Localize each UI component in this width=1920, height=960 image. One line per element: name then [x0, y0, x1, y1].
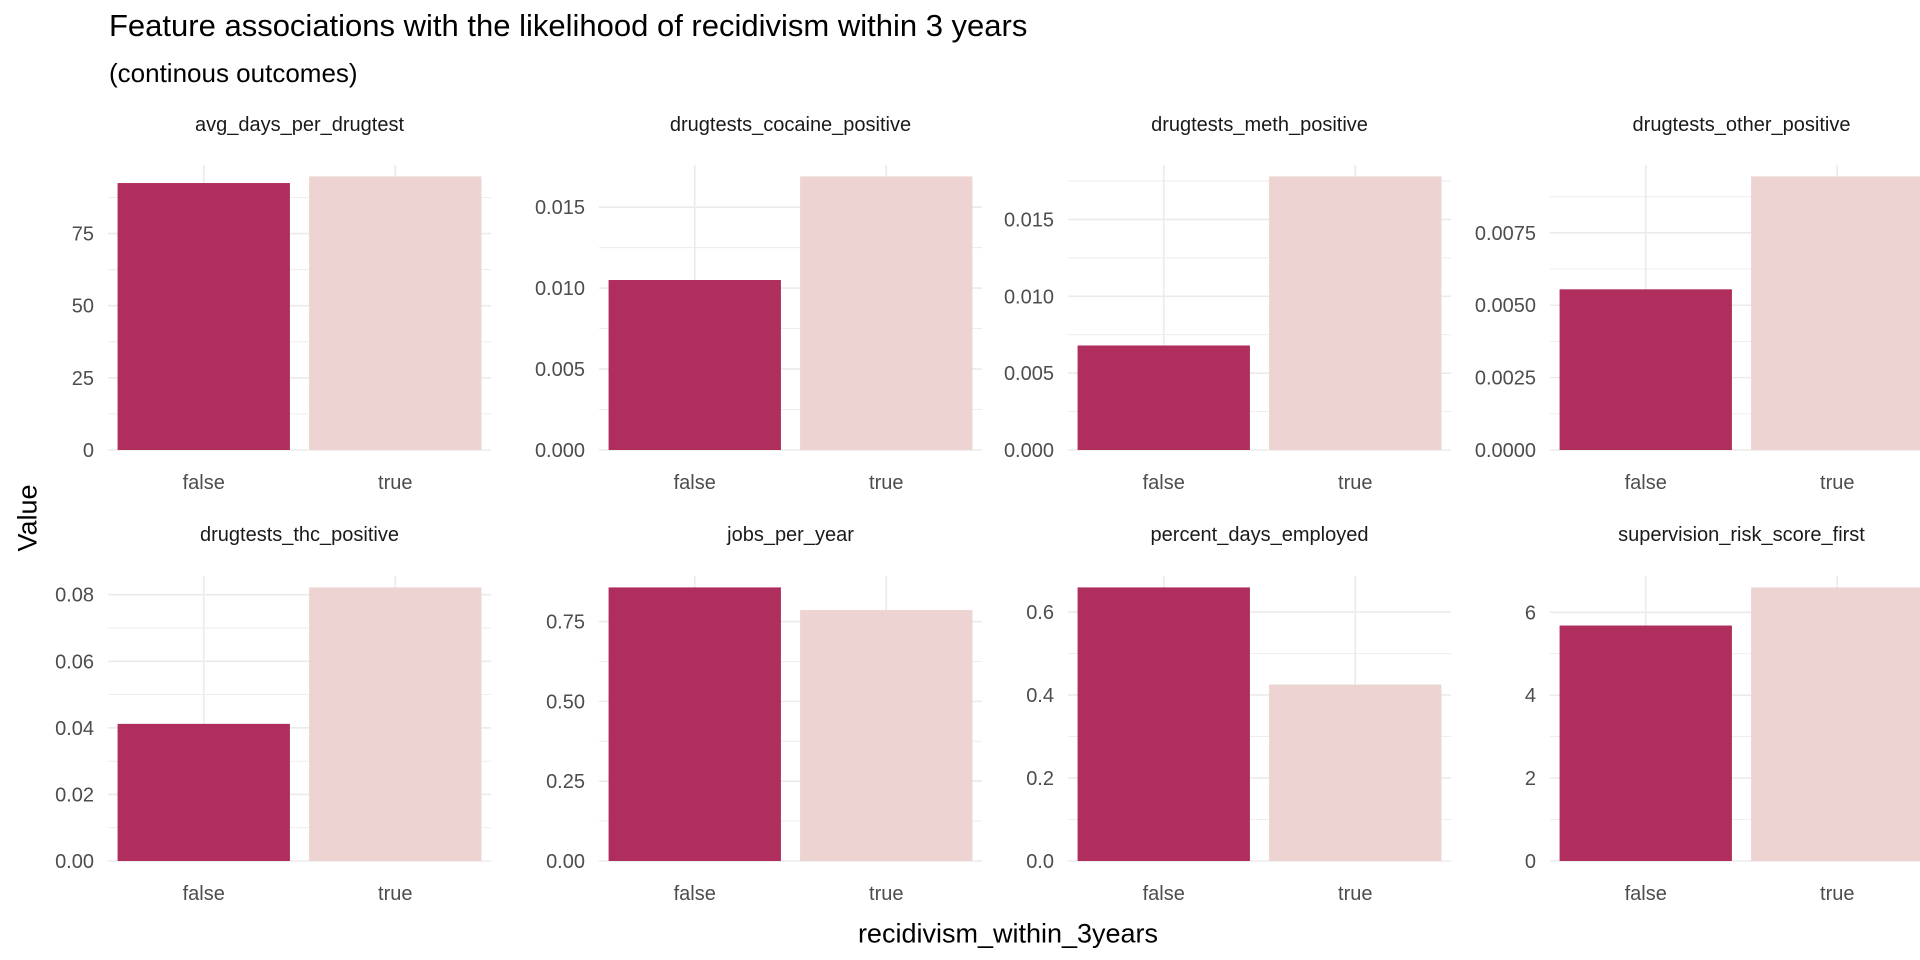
bar-true[interactable] [1269, 684, 1442, 861]
facet-strip-label: supervision_risk_score_first [1618, 524, 1865, 546]
facet-strip-label: drugtests_meth_positive [1151, 114, 1368, 136]
y-tick-label: 0.0 [1026, 851, 1054, 873]
bar-false[interactable] [117, 723, 290, 861]
bar-false[interactable] [1559, 289, 1732, 450]
x-tick-label: true [1820, 472, 1854, 494]
y-tick-label: 0.005 [535, 359, 585, 381]
y-tick-label: 0.00 [546, 851, 585, 873]
y-tick-label: 0.010 [1004, 286, 1054, 308]
x-tick-label: false [674, 883, 716, 905]
y-tick-label: 4 [1525, 685, 1536, 707]
y-tick-label: 0.015 [1004, 209, 1054, 231]
bar-false[interactable] [608, 280, 781, 450]
bar-true[interactable] [800, 610, 973, 861]
facet-panel: avg_days_per_drugtest 0 25 50 75 false true [72, 114, 491, 494]
y-tick-label: 0.00 [55, 851, 94, 873]
y-tick-label: 0.2 [1026, 768, 1054, 790]
bar-false[interactable] [608, 587, 781, 861]
x-tick-label: true [1338, 883, 1372, 905]
x-axis-label: recidivism_within_3years [857, 918, 1159, 949]
y-tick-label: 0.25 [546, 771, 585, 793]
y-tick-label: 0.015 [535, 197, 585, 219]
y-tick-label: 0 [1525, 851, 1536, 873]
x-tick-label: true [869, 883, 903, 905]
facet-strip-label: avg_days_per_drugtest [195, 114, 404, 136]
y-tick-label: 0.50 [546, 691, 585, 713]
y-tick-label: 0.04 [55, 718, 94, 740]
y-tick-label: 50 [72, 296, 94, 318]
y-tick-label: 25 [72, 368, 94, 390]
y-tick-label: 0.005 [1004, 363, 1054, 385]
y-tick-label: 0.010 [535, 278, 585, 300]
x-tick-label: false [674, 472, 716, 494]
x-tick-label: false [1143, 883, 1185, 905]
y-tick-label: 0.75 [546, 612, 585, 634]
facet-panel: supervision_risk_score_first 0 2 4 6 false tru… [1525, 524, 1920, 905]
x-tick-label: false [1143, 472, 1185, 494]
y-tick-label: 0.6 [1026, 602, 1054, 624]
y-tick-label: 0.4 [1026, 685, 1054, 707]
facet-panel: drugtests_other_positive 0.0000 0.0025 0.00… [1475, 114, 1920, 494]
x-tick-label: true [1338, 472, 1372, 494]
y-tick-label: 75 [72, 224, 94, 246]
y-tick-label: 2 [1525, 768, 1536, 790]
bar-true[interactable] [1751, 176, 1920, 450]
x-tick-label: true [1820, 883, 1854, 905]
facet-strip-label: drugtests_thc_positive [200, 524, 399, 546]
bar-false[interactable] [1559, 625, 1732, 861]
bar-false[interactable] [1077, 345, 1250, 450]
chart-subtitle: (continous outcomes) [109, 58, 358, 88]
y-tick-label: 0.000 [1004, 440, 1054, 462]
bar-true[interactable] [1751, 587, 1920, 861]
y-tick-label: 6 [1525, 602, 1536, 624]
x-tick-label: false [183, 472, 225, 494]
bar-true[interactable] [800, 176, 973, 450]
x-tick-label: false [183, 883, 225, 905]
facet-strip-label: percent_days_employed [1151, 524, 1369, 546]
bar-false[interactable] [117, 183, 290, 451]
y-tick-label: 0.0075 [1475, 223, 1536, 245]
y-tick-label: 0.08 [55, 585, 94, 607]
y-tick-label: 0.02 [55, 784, 94, 806]
facet-panel: drugtests_thc_positive 0.00 0.02 0.04 0.06 0.… [55, 524, 491, 905]
facet-strip-label: jobs_per_year [726, 524, 854, 546]
y-tick-label: 0.0000 [1475, 440, 1536, 462]
y-tick-label: 0.000 [535, 440, 585, 462]
x-tick-label: true [378, 472, 412, 494]
bar-false[interactable] [1077, 587, 1250, 861]
x-tick-label: true [869, 472, 903, 494]
y-tick-label: 0.06 [55, 651, 94, 673]
facet-panel: drugtests_cocaine_positive 0.000 0.005 0.01… [535, 114, 982, 494]
facet-strip-label: drugtests_other_positive [1633, 114, 1851, 136]
chart-title: Feature associations with the likelihood… [109, 8, 1028, 43]
facet-panel: percent_days_employed 0.0 0.2 0.4 0.6 false tr… [1026, 524, 1451, 905]
x-tick-label: true [378, 883, 412, 905]
facet-strip-label: drugtests_cocaine_positive [670, 114, 911, 136]
facet-panel: drugtests_meth_positive 0.000 0.005 0.010 0.… [1004, 114, 1451, 494]
y-tick-label: 0.0050 [1475, 295, 1536, 317]
bar-true[interactable] [1269, 176, 1442, 450]
y-tick-label: 0.0025 [1475, 368, 1536, 390]
x-tick-label: false [1625, 472, 1667, 494]
facet-panel: jobs_per_year 0.00 0.25 0.50 0.75 false true [546, 524, 982, 905]
y-tick-label: 0 [83, 440, 94, 462]
bar-true[interactable] [309, 587, 482, 861]
x-tick-label: false [1625, 883, 1667, 905]
bar-true[interactable] [309, 176, 482, 450]
